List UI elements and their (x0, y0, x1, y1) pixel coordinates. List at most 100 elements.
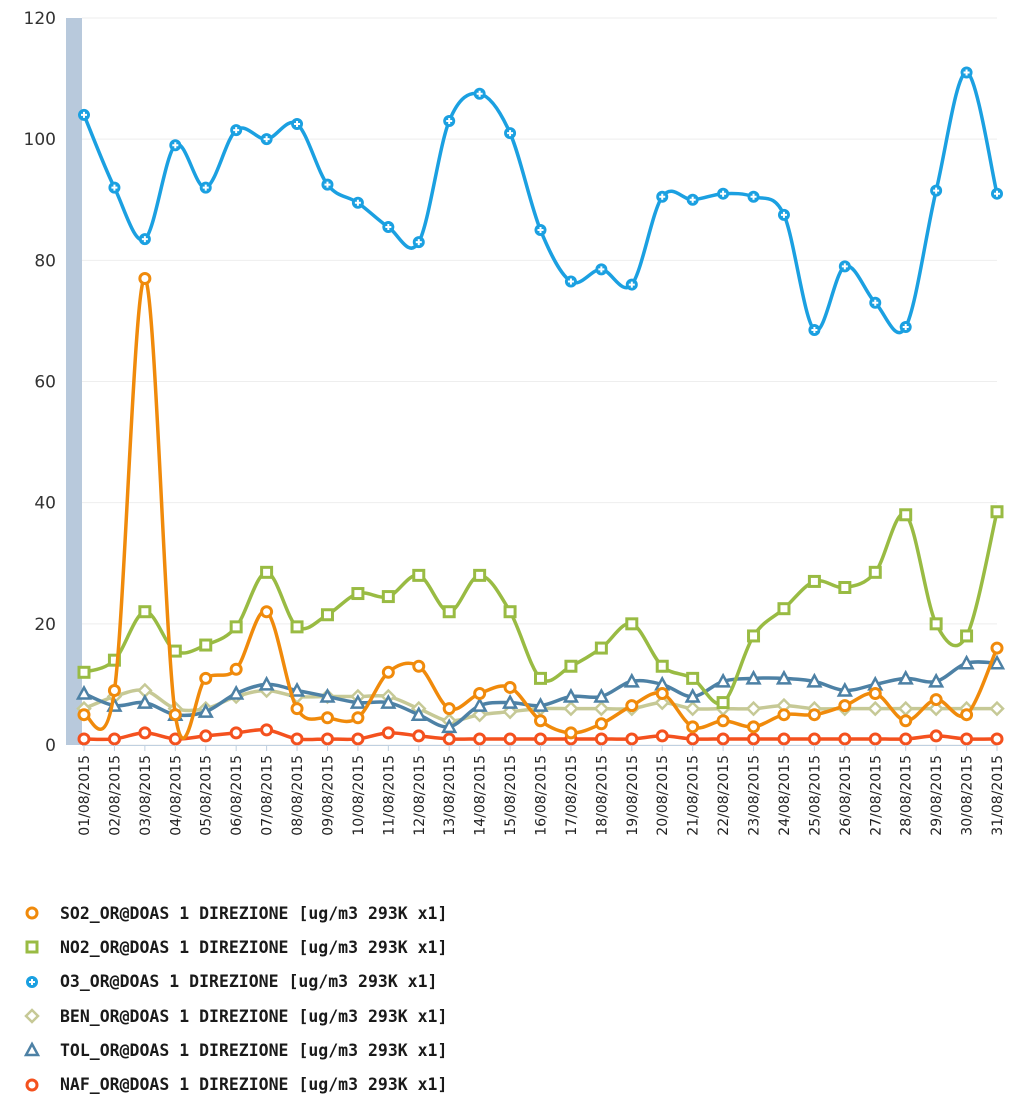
x-tick-label: 31/08/2015 (990, 755, 1006, 836)
x-tick-label: 22/08/2015 (716, 755, 732, 836)
data-point-naf (168, 732, 182, 746)
legend-item-o3[interactable]: O3_OR@DOAS 1 DIREZIONE [ug/m3 293K x1] (22, 965, 982, 999)
data-point-tol (593, 687, 610, 703)
y-axis-ticks: 0 20 40 60 80 100 120 (24, 9, 56, 756)
data-point-no2 (990, 505, 1004, 519)
data-point-no2 (503, 605, 517, 619)
legend-marker-shape (23, 1041, 41, 1057)
data-point-ben (684, 700, 701, 717)
legend-item-tol[interactable]: TOL_OR@DOAS 1 DIREZIONE [ug/m3 293K x1] (22, 1033, 982, 1067)
data-point-tol (136, 693, 153, 709)
data-point-naf (594, 732, 608, 746)
data-point-naf (777, 732, 791, 746)
data-point-o3 (656, 190, 669, 203)
data-point-so2 (868, 687, 882, 701)
data-point-no2 (807, 574, 821, 588)
data-point-so2 (199, 671, 213, 685)
data-point-no2 (351, 587, 365, 601)
data-point-naf (290, 732, 304, 746)
data-point-tol (775, 669, 793, 685)
data-point-so2 (442, 702, 456, 716)
marker-cross (811, 327, 818, 334)
data-point-no2 (929, 617, 943, 631)
data-point-so2 (290, 702, 304, 716)
data-point-naf (929, 729, 943, 743)
data-point-naf (655, 729, 669, 743)
x-tick-label: 06/08/2015 (229, 755, 245, 836)
legend-item-no2[interactable]: NO2_OR@DOAS 1 DIREZIONE [ug/m3 293K x1] (22, 930, 982, 964)
data-point-tol (806, 672, 823, 688)
marker-cross (476, 90, 483, 97)
data-point-tol (228, 684, 245, 700)
x-tick-label: 25/08/2015 (807, 755, 823, 836)
data-point-o3 (199, 181, 212, 194)
marker-cross (963, 69, 970, 76)
marker-cross (628, 281, 635, 288)
data-point-o3 (686, 193, 699, 206)
data-point-ben (563, 700, 579, 717)
data-point-o3 (534, 224, 547, 237)
x-tick-label: 04/08/2015 (168, 755, 184, 836)
marker-cross (537, 227, 544, 234)
legend-label-ben: BEN_OR@DOAS 1 DIREZIONE [ug/m3 293K x1] (60, 1006, 448, 1026)
data-point-naf (747, 732, 761, 746)
marker-cross (994, 190, 1000, 197)
data-point-o3 (138, 233, 151, 246)
marker-cross (446, 117, 453, 124)
data-point-tol (623, 672, 640, 688)
x-tick-label: 16/08/2015 (534, 755, 550, 836)
x-tick-label: 21/08/2015 (686, 755, 702, 836)
data-point-no2 (412, 568, 426, 582)
data-point-o3 (108, 181, 121, 194)
data-point-o3 (930, 184, 943, 197)
data-point-tol (562, 687, 580, 703)
data-point-no2 (594, 641, 608, 655)
data-point-o3 (747, 190, 760, 203)
data-point-no2 (655, 659, 669, 673)
data-point-so2 (807, 708, 821, 722)
data-point-o3 (899, 320, 912, 333)
data-point-no2 (868, 565, 882, 579)
legend-item-naf[interactable]: NAF_OR@DOAS 1 DIREZIONE [ug/m3 293K x1] (22, 1067, 982, 1101)
series-so2 (77, 272, 1004, 740)
data-point-naf (838, 732, 852, 746)
marker-cross (81, 111, 87, 118)
data-point-naf (868, 732, 882, 746)
legend-marker-o3 (26, 975, 38, 988)
x-tick-label: 15/08/2015 (503, 755, 519, 836)
data-point-no2 (747, 629, 761, 643)
data-point-tol (349, 693, 367, 709)
data-point-no2 (260, 565, 274, 579)
data-point-naf (686, 732, 700, 746)
data-point-naf (534, 732, 547, 746)
series-o3 (78, 66, 1003, 337)
data-point-naf (138, 726, 152, 740)
y-tick-label: 80 (34, 251, 56, 271)
data-point-naf (260, 723, 274, 737)
data-point-o3 (382, 221, 395, 234)
x-tick-label: 28/08/2015 (899, 755, 915, 836)
data-point-naf (503, 732, 517, 746)
x-tick-label: 14/08/2015 (473, 755, 489, 836)
data-point-so2 (473, 687, 487, 701)
x-tick-label: 11/08/2015 (381, 755, 397, 836)
data-point-tol (897, 669, 914, 685)
data-point-tol (410, 706, 427, 721)
data-point-tol (988, 654, 1006, 670)
x-tick-label: 09/08/2015 (320, 755, 336, 836)
legend-item-ben[interactable]: BEN_OR@DOAS 1 DIREZIONE [ug/m3 293K x1] (22, 999, 982, 1033)
x-tick-label: 26/08/2015 (838, 755, 854, 836)
data-point-naf (199, 729, 213, 743)
data-point-o3 (960, 66, 973, 79)
data-point-no2 (199, 638, 213, 652)
x-tick-label: 19/08/2015 (625, 755, 641, 836)
legend-item-so2[interactable]: SO2_OR@DOAS 1 DIREZIONE [ug/m3 293K x1] (22, 896, 982, 930)
data-point-o3 (564, 275, 577, 288)
x-tick-label: 07/08/2015 (260, 755, 276, 836)
marker-cross (567, 278, 574, 285)
data-point-so2 (229, 662, 243, 676)
data-point-o3 (838, 260, 851, 273)
marker-cross (202, 184, 209, 191)
data-point-no2 (473, 568, 487, 582)
data-point-tol (714, 672, 732, 688)
